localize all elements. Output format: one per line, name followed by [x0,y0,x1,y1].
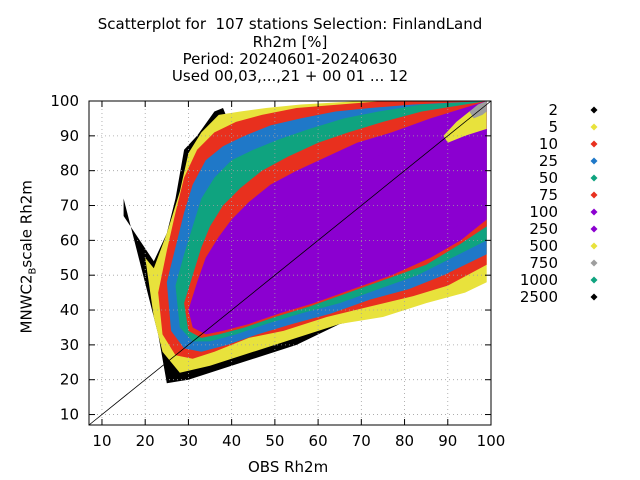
legend-label: 100 [529,203,558,221]
legend-label: 500 [529,237,558,255]
legend-marker-25 [590,157,598,165]
one-to-one-diagonal [88,100,492,426]
y-tick-label: 70 [60,197,79,215]
x-tick-label: 100 [477,432,506,450]
x-tick-label: 40 [222,432,241,450]
y-tick-label: 30 [60,336,79,354]
x-axis-label: OBS Rh2m [248,458,329,476]
x-tick-label: 70 [352,432,371,450]
y-tick-label: 100 [50,92,79,110]
density-bands [123,101,487,384]
legend-marker-100 [590,208,598,216]
legend-label: 25 [539,152,558,170]
title-line-4: Used 00,03,...,21 + 00 01 ... 12 [171,67,409,85]
y-tick-label: 90 [60,127,79,145]
y-tick-label: 50 [60,266,79,284]
y-tick-label: 10 [60,406,79,424]
x-tick-label: 80 [395,432,414,450]
legend-label: 250 [529,220,558,238]
legend-marker-10 [590,140,598,148]
legend-label: 2 [548,101,558,119]
legend-label: 1000 [520,271,558,289]
y-tick-label: 20 [60,371,79,389]
legend-marker-500 [590,242,598,250]
y-axis-label-main: MNWC2 [17,274,36,334]
x-axis-ticks: 10 20 30 40 50 60 70 80 90 100 [92,101,505,450]
x-tick-label: 60 [309,432,328,450]
y-tick-label: 80 [60,162,79,180]
legend-marker-250 [590,225,598,233]
legend-marker-75 [590,191,598,199]
legend-marker-750 [590,259,598,267]
legend-marker-50 [590,174,598,182]
title-line-2: Rh2m [%] [252,33,328,51]
plot-frame [88,100,492,426]
legend-label: 10 [539,135,558,153]
density-band-250 [201,101,487,328]
legend-marker-2 [590,106,598,114]
y-tick-label: 60 [60,231,79,249]
title-line-3: Period: 20240601-20240630 [182,50,398,68]
legend-marker-1000 [590,276,598,284]
x-tick-label: 90 [438,432,457,450]
legend-label: 75 [539,186,558,204]
y-axis-label: MNWC2Bscale Rh2m [17,180,39,334]
y-axis-label-rest: scale Rh2m [17,180,36,268]
title-line-1: Scatterplot for 107 stations Selection: … [97,15,483,33]
y-axis-ticks: 10 20 30 40 50 60 70 80 90 100 [50,92,491,424]
legend-label: 2500 [520,288,558,306]
x-tick-label: 30 [179,432,198,450]
x-tick-label: 20 [136,432,155,450]
y-tick-label: 40 [60,301,79,319]
grid-lines [89,101,491,425]
x-tick-label: 10 [92,432,111,450]
legend-label: 5 [548,118,558,136]
legend-marker-5 [590,123,598,131]
legend-label: 50 [539,169,558,187]
density-band-750 [469,101,487,119]
legend-label: 750 [529,254,558,272]
x-tick-label: 50 [265,432,284,450]
y-axis-label-subscript: B [27,267,39,275]
legend-marker-2500 [590,293,598,301]
